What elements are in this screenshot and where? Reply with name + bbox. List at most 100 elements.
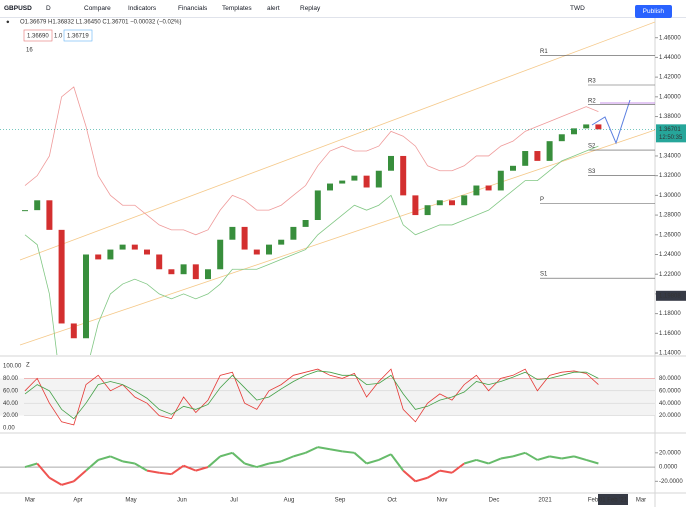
x-tick-label: Dec <box>489 498 500 504</box>
candle <box>497 170 504 191</box>
y-tick-label: 1.14000 <box>659 351 681 357</box>
momentum-segment <box>219 451 233 458</box>
candle <box>156 254 163 270</box>
y-tick-label: 40.0000 <box>659 401 681 407</box>
candle <box>144 249 150 255</box>
upper-band <box>24 86 599 236</box>
price-pane: R1 R3 R2 S2 S3 P S1 <box>22 49 655 355</box>
x-tick-label: Mar <box>25 498 35 504</box>
toolbar-item[interactable]: alert <box>267 5 280 12</box>
x-tick-label: Nov <box>437 498 448 504</box>
y-tick-label: 1.16000 <box>659 331 681 337</box>
momentum-segment <box>170 464 185 476</box>
momentum-segment <box>183 464 197 472</box>
y-tick-label: 80.0000 <box>659 376 681 382</box>
x-tick-label: Oct <box>387 498 397 504</box>
y-tick-label: 1.40000 <box>659 94 681 100</box>
momentum-segment <box>85 459 99 472</box>
toolbar-item[interactable]: Financials <box>178 5 208 12</box>
currency[interactable]: TWD <box>570 5 585 12</box>
y-tick-label: 1.18000 <box>659 311 681 317</box>
x-tick-label: Feb <box>588 498 599 504</box>
publish-button[interactable]: Publish <box>634 5 672 18</box>
momentum-segment <box>256 462 270 469</box>
x-tick-label: Sep <box>335 498 346 504</box>
symbol[interactable]: GBPUSD <box>4 5 32 12</box>
toolbar-item[interactable]: Indicators <box>128 5 157 12</box>
momentum-segment <box>537 455 550 461</box>
momentum-segment <box>280 455 294 463</box>
candle <box>583 124 590 129</box>
momentum-segment <box>159 471 172 476</box>
legend-box-left: 1.36690 <box>27 34 49 40</box>
stoch-zone <box>0 378 655 416</box>
toolbar-item[interactable]: Compare <box>84 5 111 12</box>
candle <box>412 195 419 216</box>
momentum-segment <box>585 458 599 465</box>
candle <box>46 200 53 230</box>
legend-box <box>23 29 53 42</box>
momentum-segment <box>24 462 38 469</box>
candle <box>70 323 77 339</box>
candle <box>473 185 480 196</box>
x-tick-label: Jun <box>177 498 187 504</box>
crosshair-label: 1.19808 <box>659 293 681 299</box>
toolbar-item[interactable]: Templates <box>222 5 252 12</box>
y-tick-label: 80.00 <box>3 376 19 382</box>
candle <box>375 170 382 188</box>
y-tick-label: 0.00 <box>3 426 15 432</box>
y-tick-label: 20.00 <box>3 413 19 419</box>
candle <box>192 264 199 280</box>
y-tick-label: 1.38000 <box>659 114 681 120</box>
pivot-label: P <box>540 197 544 203</box>
momentum-segment <box>231 452 246 465</box>
toolbar: GBPUSD D Compare Indicators Financials T… <box>0 0 686 18</box>
legend-ohlc: O1.36679 H1.36832 L1.36450 C1.36701 −0.0… <box>20 20 181 26</box>
momentum-segment <box>512 451 526 458</box>
momentum-segment <box>561 455 575 460</box>
candle <box>241 226 248 250</box>
candle <box>253 249 260 255</box>
y-tick-label: 60.0000 <box>659 388 681 394</box>
momentum-segment <box>549 455 562 460</box>
momentum-segment <box>451 462 465 474</box>
y-tick-label: 1.44000 <box>659 55 681 61</box>
momentum-segment <box>97 455 111 461</box>
y-tick-label: 0.0000 <box>659 465 678 471</box>
candle <box>131 244 138 250</box>
momentum-segment <box>110 455 123 463</box>
y-tick-label: 1.26000 <box>659 232 681 238</box>
channel-line <box>19 129 655 346</box>
toolbar-item[interactable]: Replay <box>300 5 321 12</box>
pivot-label: S2 <box>588 144 596 150</box>
momentum-segment <box>573 455 587 461</box>
candle <box>558 134 565 142</box>
time-cursor-box <box>598 494 628 505</box>
momentum-segment <box>427 469 441 479</box>
forecast <box>591 99 631 145</box>
candle <box>327 183 333 191</box>
y-tick-label: 20.0000 <box>659 413 681 419</box>
candle <box>34 200 41 211</box>
momentum-segment <box>342 450 355 454</box>
candle <box>107 249 114 260</box>
crosshair-box <box>656 290 686 301</box>
candle <box>449 200 455 206</box>
candle <box>485 185 492 191</box>
candle <box>58 229 65 324</box>
momentum-segment <box>463 458 477 465</box>
candle <box>22 210 28 212</box>
interval[interactable]: D <box>46 5 51 12</box>
last-price-box <box>656 124 686 143</box>
y-tick-label: 1.32000 <box>659 173 681 179</box>
countdown: 12:50:35 <box>659 135 683 141</box>
time-cursor: 01 Feb '21 <box>599 498 628 504</box>
y-tick-label: 1.28000 <box>659 213 681 219</box>
y-tick-label: 20.0000 <box>659 450 681 456</box>
x-tick-label: Aug <box>284 498 295 504</box>
stoch-label: Z <box>26 363 30 369</box>
momentum-segment <box>500 455 514 460</box>
pivot-label: R1 <box>540 49 548 55</box>
momentum-segment <box>73 469 87 483</box>
